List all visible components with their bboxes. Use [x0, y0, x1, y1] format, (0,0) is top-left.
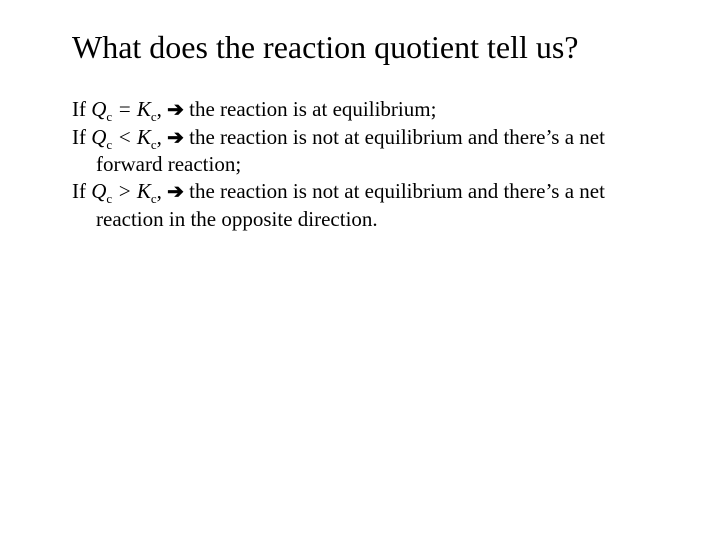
- text: If: [72, 179, 91, 203]
- condition-equal: If Qc = Kc, ➔ the reaction is at equilib…: [72, 96, 660, 124]
- relation: >: [112, 179, 137, 203]
- text: If: [72, 125, 91, 149]
- slide-title: What does the reaction quotient tell us?: [72, 28, 660, 66]
- relation: <: [112, 125, 137, 149]
- arrow-icon: ➔: [167, 181, 184, 203]
- condition-greater-than: If Qc > Kc, ➔ the reaction is not at equ…: [72, 178, 660, 232]
- text: the reaction is at equilibrium;: [184, 97, 437, 121]
- arrow-icon: ➔: [167, 99, 184, 121]
- relation: =: [112, 97, 137, 121]
- arrow-icon: ➔: [167, 127, 184, 149]
- k-symbol: K: [137, 125, 151, 149]
- q-symbol: Q: [91, 97, 106, 121]
- text: If: [72, 97, 91, 121]
- q-symbol: Q: [91, 125, 106, 149]
- text: ,: [157, 125, 168, 149]
- condition-less-than: If Qc < Kc, ➔ the reaction is not at equ…: [72, 124, 660, 178]
- text: ,: [157, 179, 168, 203]
- text: ,: [157, 97, 168, 121]
- k-symbol: K: [137, 97, 151, 121]
- slide: What does the reaction quotient tell us?…: [0, 0, 720, 540]
- k-symbol: K: [137, 179, 151, 203]
- slide-body: If Qc = Kc, ➔ the reaction is at equilib…: [72, 96, 660, 232]
- q-symbol: Q: [91, 179, 106, 203]
